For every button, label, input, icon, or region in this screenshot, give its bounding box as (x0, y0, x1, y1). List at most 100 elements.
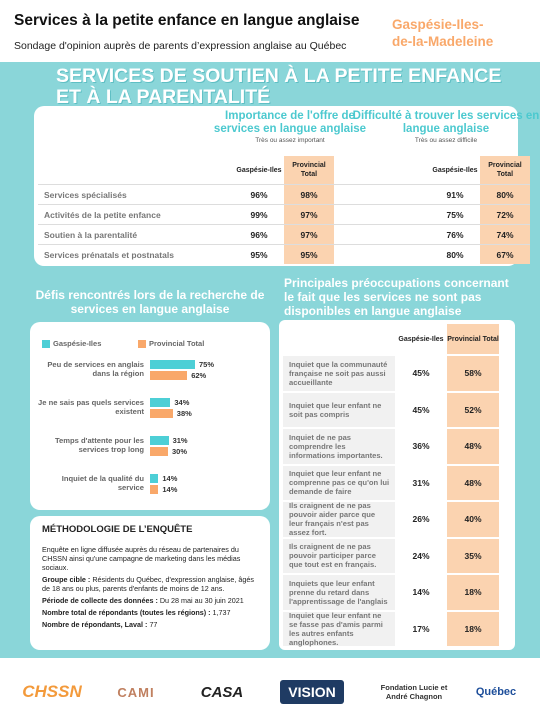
methodology-item: Nombre total de répondants (toutes les r… (42, 608, 258, 617)
value-label: 30% (172, 447, 188, 456)
section-title: SERVICES DE SOUTIEN À LA PETITE ENFANCE … (56, 65, 502, 108)
group-title: Importance de l'offre de services en lan… (213, 110, 367, 135)
bar (150, 398, 171, 407)
region-name: Gaspésie-Iles-de-la-Madeleine (392, 17, 494, 49)
chart: Gaspésie-Iles Provincial Total Peu de serv… (30, 322, 270, 510)
logo: CHSSN (22, 682, 82, 701)
concerns-title: Principales préoccupations concernant le… (284, 276, 509, 318)
legend-label: Gaspésie-Iles (53, 339, 102, 348)
bar (150, 371, 188, 380)
row-gap (334, 224, 430, 244)
row-label: Services prénatals et postnatals (38, 244, 234, 264)
bar (150, 409, 173, 418)
bar (150, 436, 169, 445)
value-label: 14% (162, 485, 178, 494)
column-header: Gaspésie-Iles (398, 335, 444, 343)
row-gap (334, 244, 430, 264)
concerns-table: Gaspésie-Iles Provincial Total Inquiet que… (279, 320, 515, 650)
row-label: Soutien à la parentalité (38, 224, 234, 244)
services-card: Importance de l'offre de services en lan… (34, 106, 539, 266)
table-cell: 96% (234, 224, 284, 244)
methodology-intro: Enquête en ligne diffusée auprès du rése… (42, 545, 241, 572)
logo-bar: CHSSN CAMI CASA VISION Fondation Lucie et An… (0, 664, 540, 720)
bar (150, 447, 168, 456)
table-cell: 97% (284, 204, 334, 224)
page-subtitle: Sondage d'opinion auprès de parents d’ex… (14, 40, 347, 52)
item-text: 77 (149, 620, 158, 629)
table-cell: 18% (447, 609, 499, 647)
table-cell: 96% (234, 184, 284, 204)
group-subtitle: Très ou assez important (255, 137, 325, 144)
logo: CAMI (117, 684, 155, 700)
table-cell: 95% (234, 244, 284, 264)
row-label: Inquiets que leur enfant prenne du retar… (283, 573, 395, 610)
table-cell: 36% (395, 427, 447, 464)
table-cell: 80% (480, 184, 530, 204)
table-cell: 74% (480, 224, 530, 244)
table-cell: 95% (284, 244, 334, 264)
item-label: Groupe cible : (42, 575, 91, 584)
table-cell: 52% (447, 390, 499, 428)
table-cell: 45% (395, 390, 447, 428)
table-cell: 40% (447, 500, 499, 537)
table-cell: 91% (430, 184, 480, 204)
category-label: Temps d'attente pour les services trop l… (54, 436, 144, 454)
group-heading: Difficulté à trouver les services en lan… (352, 110, 540, 144)
category-label: Je ne sais pas quels services existent (38, 398, 144, 416)
table-cell: 18% (447, 573, 499, 610)
item-text: 1,737 (212, 608, 231, 617)
page-title: Services à la petite enfance en langue a… (14, 12, 360, 29)
row-label: Services spécialisés (38, 184, 234, 204)
category-label: Inquiet de la qualité du service (61, 474, 144, 492)
value-label: 62% (191, 371, 207, 380)
row-label: Activités de la petite enfance (38, 204, 234, 224)
value-label: 38% (176, 409, 192, 418)
table-cell: 45% (395, 354, 447, 391)
row-label: Ils craignent de ne pas pouvoir aider pa… (283, 500, 395, 537)
table-cell: 98% (284, 184, 334, 204)
value-label: 31% (172, 436, 188, 445)
item-text: Résidents du Québec, d'expression anglai… (42, 575, 254, 593)
table-cell: 17% (395, 609, 447, 647)
column-header: Provincial Total (284, 156, 334, 184)
chart-title: Défis rencontrés lors de la recherche de… (35, 288, 265, 316)
table-cell: 97% (284, 224, 334, 244)
table-cell: 48% (447, 427, 499, 464)
group-title: Difficulté à trouver les services en lan… (352, 110, 540, 135)
row-gap (334, 204, 430, 224)
column-header: Gaspésie-Iles (236, 166, 282, 174)
row-gap (334, 184, 430, 204)
table-cell: 14% (395, 573, 447, 610)
row-label: Inquiet que leur enfant ne comprenne pas… (283, 463, 395, 500)
value-label: 75% (199, 360, 215, 369)
table-cell: 48% (447, 463, 499, 501)
table-cell: 76% (430, 224, 480, 244)
row-label: Inquiet que leur enfant ne se fasse pas … (283, 609, 395, 647)
item-label: Nombre de répondants, Laval : (42, 620, 148, 629)
table-cell: 72% (480, 204, 530, 224)
column-header: Provincial Total (480, 156, 530, 184)
column-header: Provincial Total (447, 324, 499, 354)
methodology-card: MÉTHODOLOGIE DE L’ENQUÊTE Enquête en lign… (30, 516, 270, 650)
bar (150, 474, 159, 483)
table-cell: 67% (480, 244, 530, 264)
row-label: Ils craignent de ne pas pouvoir particip… (283, 536, 395, 573)
legend-swatch (138, 340, 146, 348)
item-label: Période de collecte des données : (42, 596, 158, 605)
methodology-title: MÉTHODOLOGIE DE L’ENQUÊTE (42, 524, 193, 535)
methodology-item: Groupe cible : Résidents du Québec, d'ex… (42, 575, 258, 593)
category-label: Peu de services en anglais dans la régio… (47, 360, 144, 378)
logo: Québec (475, 686, 517, 698)
table-cell: 99% (234, 204, 284, 224)
column-header: Gaspésie-Iles (432, 166, 478, 174)
table-cell: 35% (447, 536, 499, 574)
group-heading: Importance de l'offre de services en lan… (204, 110, 376, 144)
row-label: Inquiet que la communauté française ne s… (283, 354, 395, 391)
table-cell: 75% (430, 204, 480, 224)
row-label: Inquiet de ne pas comprendre les informa… (283, 427, 395, 464)
bar (150, 485, 159, 494)
item-text: Du 28 mai au 30 juin 2021 (159, 596, 244, 605)
table-cell: 80% (430, 244, 480, 264)
table-cell: 24% (395, 536, 447, 574)
